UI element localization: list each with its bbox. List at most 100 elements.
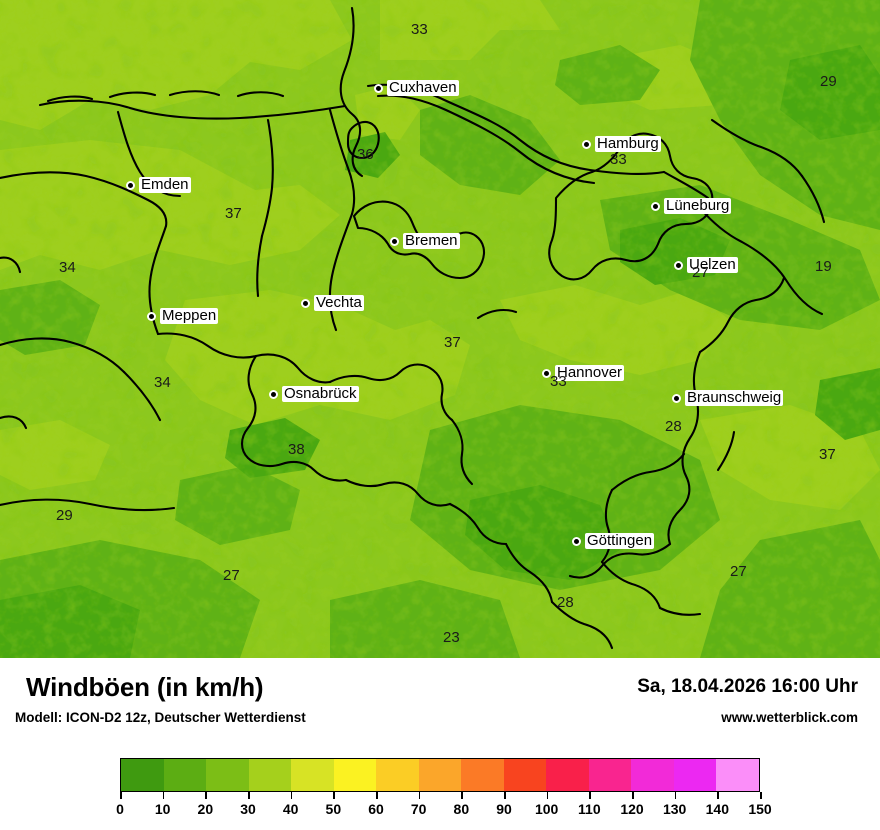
city-dot-icon: [269, 389, 278, 399]
color-scale-tick: [376, 792, 378, 799]
color-scale-tick: [546, 792, 549, 799]
gust-value-label: 29: [820, 73, 837, 90]
city-label: Hamburg: [595, 135, 661, 152]
city-dot-icon: [542, 368, 551, 378]
color-swatch-5: [333, 759, 377, 791]
city-label: Uelzen: [687, 256, 738, 273]
website-label: www.wetterblick.com: [721, 710, 858, 725]
color-swatch-0: [121, 759, 164, 791]
color-scale-tick: [504, 792, 506, 799]
city-label: Cuxhaven: [387, 79, 459, 96]
gust-value-label: 37: [225, 205, 242, 222]
city-dot-icon: [572, 536, 581, 546]
city-dot-icon: [126, 180, 135, 190]
color-swatch-1: [163, 759, 207, 791]
color-scale-tick-label: 40: [282, 801, 299, 817]
footer-panel: Windböen (in km/h) Modell: ICON-D2 12z, …: [0, 658, 880, 830]
gust-value-label: 23: [443, 629, 460, 646]
city-dot-icon: [390, 236, 399, 246]
gust-value-label: 34: [154, 374, 171, 391]
color-scale-tick-label: 140: [705, 801, 730, 817]
gust-value-label: 28: [557, 594, 574, 611]
model-subtitle: Modell: ICON-D2 12z, Deutscher Wetterdie…: [15, 710, 306, 725]
color-scale-tick-label: 90: [496, 801, 512, 817]
color-swatch-6: [376, 759, 419, 791]
color-scale-tick-label: 70: [410, 801, 427, 817]
color-scale-tick: [205, 792, 207, 799]
color-scale-tick-label: 80: [453, 801, 470, 817]
color-scale-ticks: [120, 792, 762, 800]
color-scale-tick-label: 20: [197, 801, 214, 817]
gust-value-label: 28: [665, 418, 682, 435]
gust-value-label: 33: [550, 373, 567, 390]
city-marker-lueneburg[interactable]: Lüneburg: [651, 197, 732, 214]
city-label: Bremen: [403, 232, 460, 249]
color-scale-tick: [717, 792, 719, 799]
color-scale-tick: [589, 792, 591, 799]
color-scale-tick: [333, 792, 335, 799]
gust-value-label: 29: [56, 507, 73, 524]
city-label: Hannover: [555, 364, 625, 381]
color-scale-tick-label: 120: [620, 801, 644, 817]
color-swatch-10: [546, 759, 589, 791]
weather-map: Cuxhaven Hamburg Emden Lüneburg Bremen U…: [0, 0, 880, 658]
city-dot-icon: [374, 83, 383, 93]
color-scale-tick: [120, 792, 122, 799]
map-raster: [0, 0, 880, 658]
color-swatch-13: [673, 759, 717, 791]
gust-value-label: 36: [357, 146, 374, 163]
color-scale-tick-label: 30: [240, 801, 256, 817]
gust-value-label: 33: [411, 21, 428, 38]
color-swatch-11: [588, 759, 632, 791]
city-label: Lüneburg: [664, 197, 732, 214]
color-scale-tick-label: 60: [368, 801, 384, 817]
color-scale-tick: [461, 792, 463, 799]
city-marker-uelzen[interactable]: Uelzen: [674, 257, 738, 273]
city-label: Emden: [139, 176, 191, 193]
color-scale-tick: [162, 792, 165, 799]
city-dot-icon: [582, 139, 591, 149]
color-scale-tick: [248, 792, 250, 799]
city-marker-cuxhaven[interactable]: Cuxhaven: [374, 80, 459, 96]
color-scale: 0 10 20 30 40 50 60 70 80 90 100 110 120 130 140 150: [0, 758, 880, 828]
color-scale-tick-label: 150: [748, 801, 772, 817]
color-swatch-7: [418, 759, 462, 791]
city-marker-bremen[interactable]: Bremen: [390, 233, 460, 249]
color-scale-tick-label: 0: [116, 801, 124, 817]
city-label: Osnabrück: [282, 385, 359, 402]
city-marker-goettingen[interactable]: Göttingen: [572, 532, 655, 549]
color-scale-tick: [632, 792, 634, 799]
color-scale-tick-label: 130: [662, 801, 687, 817]
city-label: Vechta: [314, 294, 364, 311]
color-swatch-12: [631, 759, 674, 791]
color-scale-tick: [760, 792, 762, 799]
gust-value-label: 38: [288, 441, 305, 458]
city-marker-osnabrueck[interactable]: Osnabrück: [269, 386, 359, 402]
city-marker-braunschweig[interactable]: Braunschweig: [672, 389, 784, 406]
city-marker-meppen[interactable]: Meppen: [147, 307, 219, 324]
city-marker-hamburg[interactable]: Hamburg: [582, 136, 661, 152]
city-marker-emden[interactable]: Emden: [126, 177, 191, 193]
color-scale-tick-label: 110: [578, 801, 601, 817]
color-swatch-14: [716, 759, 759, 791]
city-label: Göttingen: [585, 532, 655, 549]
gust-value-label: 27: [730, 563, 747, 580]
city-dot-icon: [651, 201, 660, 211]
city-label: Braunschweig: [685, 389, 784, 406]
city-label: Meppen: [160, 307, 219, 324]
gust-value-label: 37: [444, 334, 461, 351]
gust-value-label: 34: [59, 259, 76, 276]
gust-value-label: 19: [815, 258, 832, 275]
city-marker-hannover[interactable]: Hannover: [542, 364, 625, 381]
color-scale-tick: [418, 792, 421, 799]
color-swatch-2: [206, 759, 249, 791]
color-swatch-8: [461, 759, 504, 791]
color-swatch-9: [503, 759, 547, 791]
gust-value-label: 27: [223, 567, 240, 584]
gust-value-label: 37: [819, 446, 836, 463]
city-marker-vechta[interactable]: Vechta: [301, 295, 364, 311]
color-scale-tick-label: 50: [325, 801, 342, 817]
city-dot-icon: [674, 260, 683, 270]
color-scale-tick-label: 100: [534, 801, 559, 817]
city-dot-icon: [147, 311, 156, 321]
